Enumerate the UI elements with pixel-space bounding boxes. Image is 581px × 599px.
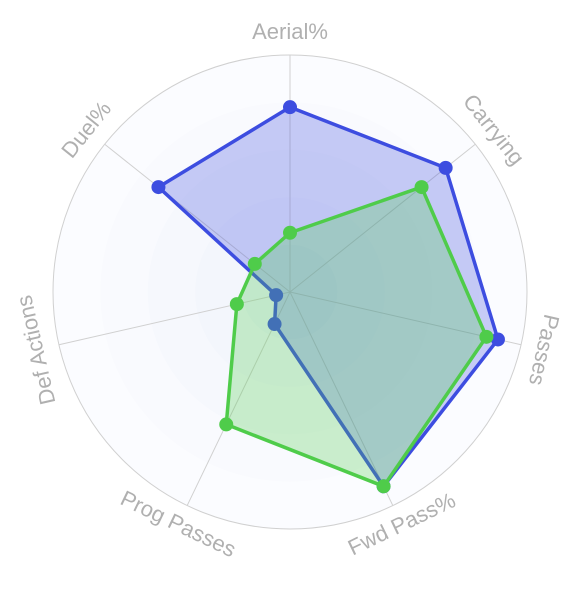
data-point	[414, 180, 429, 195]
data-point	[376, 479, 391, 494]
axis-label: Def Actions	[11, 293, 60, 407]
axis-label: Passes	[524, 312, 564, 388]
data-point	[490, 332, 505, 347]
data-point	[269, 288, 284, 303]
data-point	[151, 180, 166, 195]
data-point	[267, 317, 282, 332]
data-point	[283, 100, 297, 115]
data-point	[247, 256, 262, 271]
axis-label: Aerial%	[252, 19, 328, 44]
series-area	[156, 105, 500, 489]
data-point	[438, 160, 453, 175]
data-point	[283, 225, 297, 240]
data-point	[219, 417, 234, 432]
data-point	[479, 329, 494, 344]
series-area	[224, 185, 489, 489]
data-point	[229, 297, 244, 312]
axis-spoke	[58, 291, 291, 346]
axis-spoke	[289, 291, 394, 506]
